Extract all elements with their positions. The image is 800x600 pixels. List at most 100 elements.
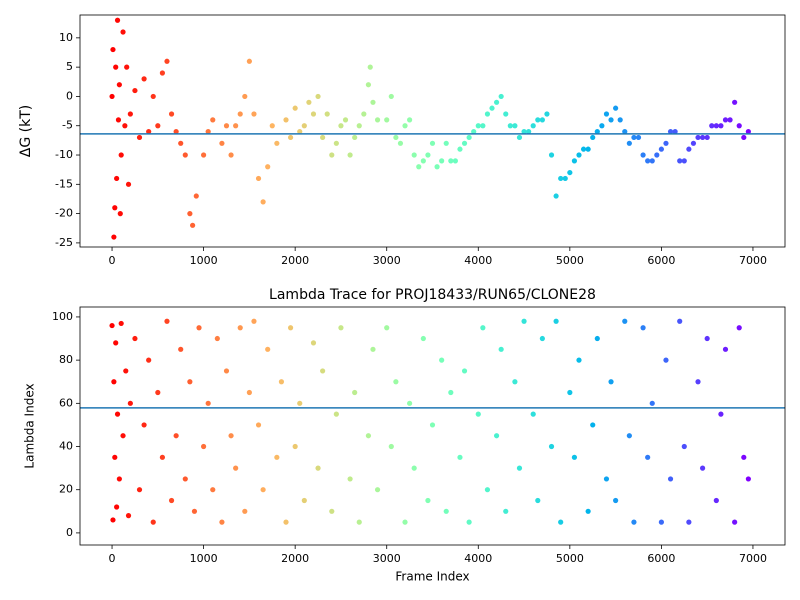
data-point [141, 422, 147, 428]
data-point [112, 205, 118, 211]
data-point [173, 128, 179, 135]
data-point [452, 158, 458, 164]
data-point [228, 433, 234, 439]
data-point [113, 340, 119, 346]
data-point [571, 158, 578, 164]
data-point [567, 169, 573, 176]
data-point [512, 123, 518, 129]
data-point [718, 411, 724, 417]
data-point [667, 128, 674, 135]
y-axis-label: ΔG (kT) [18, 105, 34, 157]
data-point [388, 93, 394, 100]
data-point [667, 476, 674, 482]
data-point [493, 99, 500, 105]
data-point [201, 152, 207, 158]
y-tick-label: -10 [55, 148, 73, 161]
data-point [110, 46, 116, 53]
data-point [168, 497, 175, 504]
data-point [521, 318, 527, 324]
data-point [645, 158, 651, 164]
data-point [132, 335, 138, 342]
x-tick-label: 2000 [281, 552, 309, 565]
data-point [374, 487, 381, 493]
data-point [297, 128, 303, 135]
data-point [111, 379, 117, 385]
y-tick-label: 0 [66, 526, 73, 539]
data-point [484, 487, 491, 493]
data-point [237, 325, 243, 331]
data-point [164, 318, 170, 324]
data-point [503, 111, 509, 117]
y-tick-label: 20 [59, 483, 73, 496]
data-point [125, 513, 132, 519]
data-point [114, 175, 120, 182]
data-point [370, 346, 376, 352]
data-point [367, 64, 373, 70]
data-point [246, 389, 252, 396]
data-point [599, 123, 605, 129]
data-point [613, 497, 619, 504]
data-point [411, 152, 417, 158]
data-point [704, 134, 710, 141]
data-point [210, 117, 216, 123]
data-point [429, 140, 436, 146]
data-point [594, 335, 600, 342]
data-point [736, 325, 742, 331]
data-point [553, 193, 559, 199]
data-point [315, 465, 321, 471]
y-tick-label: 0 [66, 89, 73, 102]
data-point [443, 508, 449, 514]
data-point [439, 158, 445, 164]
data-point [113, 64, 119, 70]
data-point [397, 140, 404, 146]
data-point [320, 134, 326, 141]
data-point [498, 93, 504, 100]
data-point [301, 497, 307, 504]
data-point [580, 146, 587, 152]
data-point [210, 487, 216, 493]
data-point [722, 117, 729, 123]
data-point [233, 123, 239, 129]
data-point [420, 158, 426, 164]
data-point [338, 123, 344, 129]
data-point [475, 123, 481, 129]
data-point [617, 117, 623, 123]
data-point [168, 111, 175, 117]
x-tick-label: 6000 [647, 552, 675, 565]
data-point [116, 82, 122, 88]
data-point [677, 318, 683, 324]
data-point [329, 508, 335, 514]
data-point [384, 117, 390, 123]
data-point [118, 320, 124, 327]
data-point [214, 335, 220, 342]
data-point [255, 175, 262, 182]
x-tick-label: 3000 [373, 254, 401, 267]
x-tick-label: 4000 [464, 254, 492, 267]
data-point [521, 128, 527, 135]
data-point [686, 146, 692, 152]
data-point [429, 422, 436, 428]
data-point [672, 128, 678, 135]
axes-frame [79, 306, 786, 546]
y-tick-label: -5 [62, 119, 73, 132]
data-point [120, 29, 126, 35]
data-point [732, 519, 738, 525]
data-point [475, 411, 481, 417]
data-point [265, 164, 271, 170]
data-point [741, 454, 747, 460]
data-point [425, 152, 431, 158]
data-point [141, 76, 147, 82]
data-point [260, 199, 266, 205]
data-point [283, 519, 289, 525]
data-point [347, 152, 353, 158]
x-tick-label: 3000 [373, 552, 401, 565]
data-point [393, 379, 399, 385]
data-point [193, 193, 199, 199]
data-point [530, 411, 536, 417]
x-tick-label: 7000 [739, 552, 767, 565]
x-tick-label: 0 [109, 552, 116, 565]
data-point [631, 134, 637, 141]
data-point [443, 140, 449, 146]
data-point [718, 123, 724, 129]
data-point [265, 346, 271, 352]
